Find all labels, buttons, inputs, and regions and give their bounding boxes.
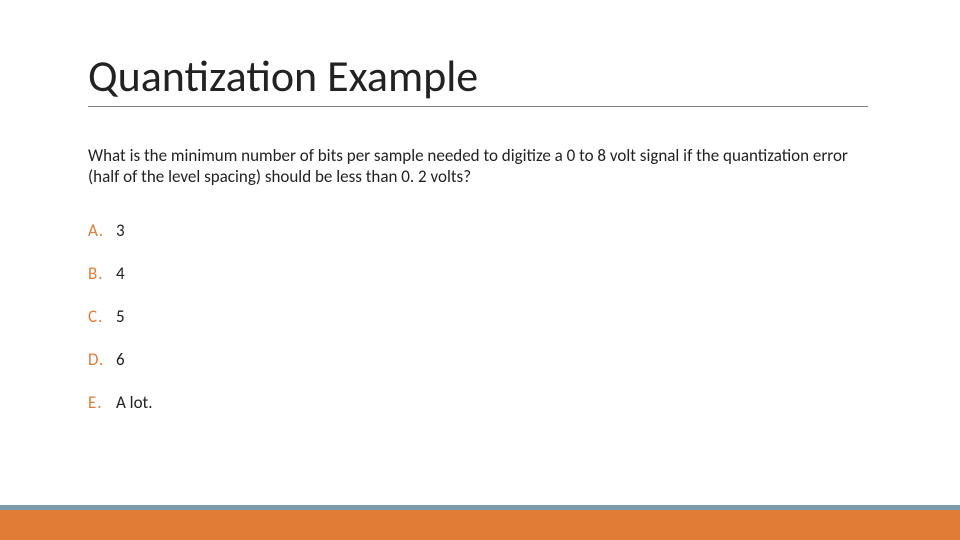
option-text: 6 bbox=[116, 349, 125, 370]
option-letter: B. bbox=[88, 263, 116, 284]
option-letter: D. bbox=[88, 349, 116, 370]
options-list: A. 3 B. 4 C. 5 D. 6 E. A lot. bbox=[88, 220, 153, 435]
option-a: A. 3 bbox=[88, 220, 153, 241]
slide-question: What is the minimum number of bits per s… bbox=[88, 145, 868, 188]
slide: Quantization Example What is the minimum… bbox=[0, 0, 960, 540]
bottom-bar bbox=[0, 510, 960, 540]
option-e: E. A lot. bbox=[88, 392, 153, 413]
option-d: D. 6 bbox=[88, 349, 153, 370]
option-c: C. 5 bbox=[88, 306, 153, 327]
option-text: 5 bbox=[116, 306, 125, 327]
option-text: 3 bbox=[116, 220, 125, 241]
option-letter: A. bbox=[88, 220, 116, 241]
option-b: B. 4 bbox=[88, 263, 153, 284]
option-letter: C. bbox=[88, 306, 116, 327]
option-letter: E. bbox=[88, 392, 116, 413]
slide-title: Quantization Example bbox=[88, 52, 868, 107]
option-text: A lot. bbox=[116, 392, 153, 413]
option-text: 4 bbox=[116, 263, 125, 284]
